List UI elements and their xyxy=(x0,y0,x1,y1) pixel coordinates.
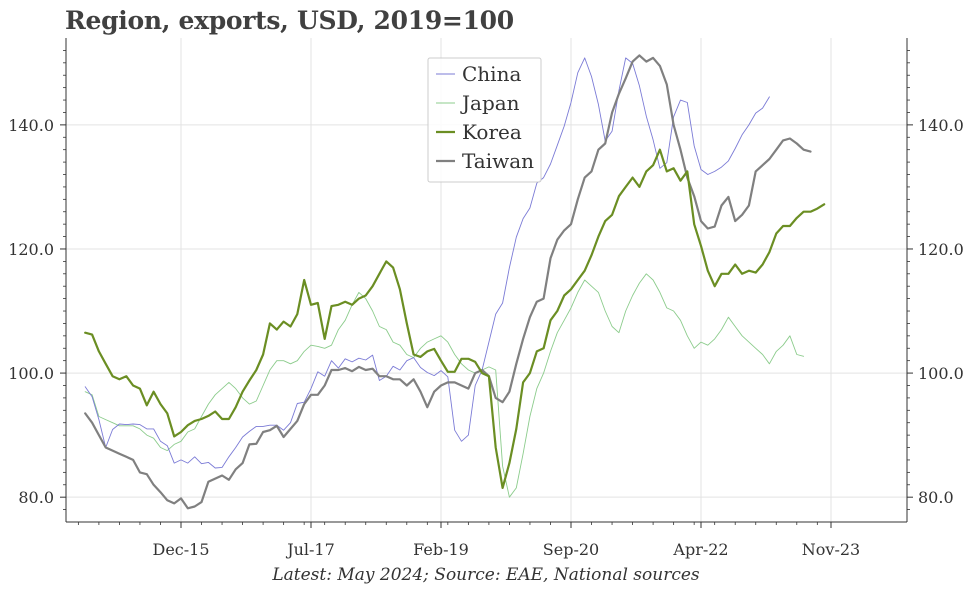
y-tick-label-left: 140.0 xyxy=(8,116,54,135)
chart-title: Region, exports, USD, 2019=100 xyxy=(65,6,514,35)
legend: China Japan Korea Taiwan xyxy=(427,57,542,183)
y-tick-label-right: 80.0 xyxy=(918,488,954,507)
axes-layer: 80.0 80.0 100.0 100.0 120.0 120.0 140.0 140.0 De… xyxy=(8,38,964,559)
x-tick-label: Nov-23 xyxy=(802,540,860,559)
legend-box xyxy=(427,57,542,183)
series-line-korea xyxy=(84,148,826,489)
series-line-china xyxy=(84,57,770,469)
y-tick-label-left: 120.0 xyxy=(8,240,54,259)
legend-label-japan: Japan xyxy=(460,91,520,115)
legend-label-taiwan: Taiwan xyxy=(462,149,534,173)
x-tick-label: Dec-15 xyxy=(152,540,209,559)
y-tick-label-right: 140.0 xyxy=(918,116,964,135)
legend-label-korea: Korea xyxy=(462,120,522,144)
series-line-japan xyxy=(84,273,805,498)
y-tick-label-right: 100.0 xyxy=(918,364,964,383)
x-tick-label: Sep-20 xyxy=(543,540,599,559)
x-tick-label: Apr-22 xyxy=(672,540,728,559)
y-tick-label-right: 120.0 xyxy=(918,240,964,259)
y-tick-label-left: 100.0 xyxy=(8,364,54,383)
series-lines xyxy=(84,54,826,510)
source-note: Latest: May 2024; Source: EAE, National … xyxy=(272,565,700,585)
x-tick-label: Feb-19 xyxy=(413,540,469,559)
y-tick-label-left: 80.0 xyxy=(18,488,54,507)
x-tick-label: Jul-17 xyxy=(285,540,335,559)
legend-label-china: China xyxy=(462,62,521,86)
